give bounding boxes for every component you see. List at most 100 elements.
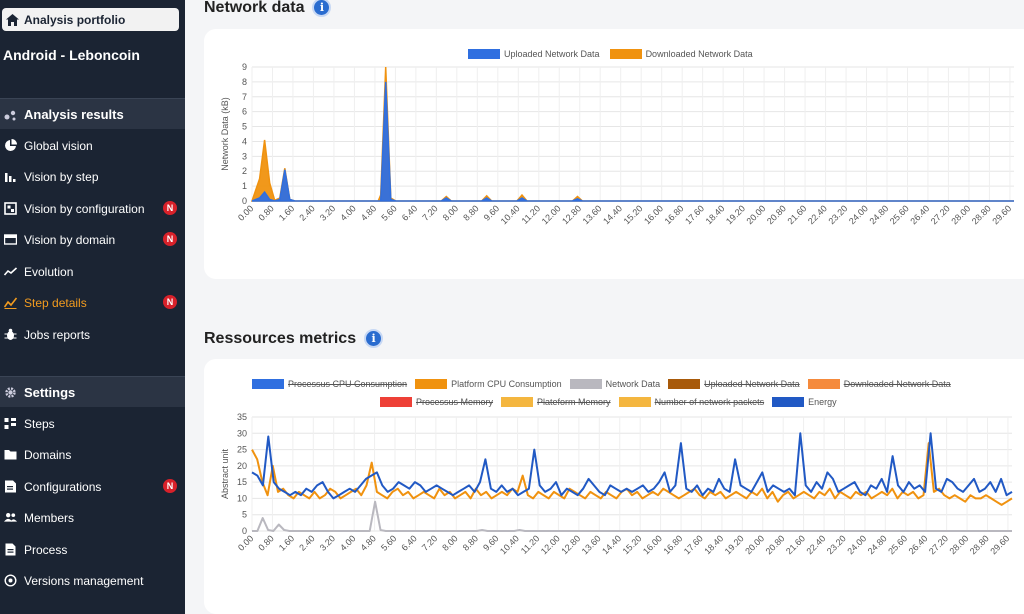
y-tick-label: 4 [242,136,247,146]
x-tick-label: 18.40 [702,533,725,556]
x-tick-label: 12.80 [560,203,583,226]
nav-domains[interactable]: Domains [0,439,185,470]
legend-label[interactable]: Processus CPU Consumption [288,379,408,389]
x-tick-label: 4.00 [338,533,357,552]
legend-label[interactable]: Number of network packets [654,397,765,407]
legend-swatch[interactable] [807,379,840,389]
x-tick-label: 13.60 [580,533,603,556]
members-icon [4,511,17,524]
legend-label[interactable]: Platform CPU Consumption [451,379,562,389]
legend-swatch[interactable] [772,397,805,407]
settings-title: Settings [24,384,76,400]
x-tick-label: 11.20 [519,533,542,556]
legend-label[interactable]: Energy [808,397,837,407]
portfolio-label: Analysis portfolio [24,12,126,27]
nav-evolution[interactable]: Evolution [0,256,185,287]
chart-legend: Uploaded Network Data Downloaded Network… [468,49,753,59]
legend-label[interactable]: Plateform Memory [537,397,611,407]
x-tick-label: 5.60 [379,533,398,552]
nav-label: Versions management [24,573,144,588]
nav-global-vision[interactable]: Global vision [0,130,185,161]
nav-vision-by-domain[interactable]: Vision by domain N [0,224,185,255]
legend-swatch[interactable] [668,379,701,389]
steps-icon [4,417,17,430]
y-tick-label: 1 [242,181,247,191]
x-tick-label: 0.80 [256,533,275,552]
network-data-heading: Network data i [204,0,332,17]
x-tick-label: 29.60 [990,203,1013,226]
x-tick-label: 8.80 [461,533,480,552]
legend-swatch[interactable] [569,379,602,389]
nav-label: Vision by configuration [24,201,145,216]
y-tick-label: 25 [237,445,247,455]
series-area-uploaded-network-data [251,81,1014,202]
domain-icon [4,233,17,246]
analysis-icon [4,110,16,120]
info-icon[interactable]: i [312,0,332,17]
versions-icon [4,574,17,587]
settings-heading: Settings [0,376,185,407]
analysis-results-title: Analysis results [24,106,124,122]
configurations-icon [4,480,17,493]
x-tick-label: 4.00 [338,203,357,222]
legend-swatch[interactable] [618,397,651,407]
x-tick-label: 10.40 [498,533,521,556]
legend-swatch[interactable] [415,379,448,389]
y-tick-label: 35 [237,412,247,422]
legend-swatch[interactable] [380,397,412,407]
new-badge: N [163,479,177,493]
analysis-portfolio-button[interactable]: Analysis portfolio [2,8,179,31]
y-tick-label: 0 [242,526,247,536]
network-data-chart: 0 1 2 3 4 5 6 7 8 9 0.00 0.80 1.60 2.40 3.20 4.00 4.80 5.… [220,62,1014,226]
nav-vision-by-configuration[interactable]: Vision by configuration N [0,193,185,224]
x-tick-label: 8.80 [461,203,480,222]
series-line-network-data [252,500,1012,532]
x-tick-label: 24.80 [866,533,889,556]
x-tick-label: 24.00 [847,203,870,226]
y-tick-label: 20 [237,461,247,471]
new-badge: N [163,295,177,309]
sidebar: Analysis portfolio Android - Leboncoin A… [0,0,185,614]
info-icon[interactable]: i [364,329,384,348]
x-tick-label: 23.20 [826,203,849,226]
legend-swatch[interactable] [609,49,642,59]
network-data-title: Network data [204,0,305,16]
legend-label[interactable]: Network Data [605,379,661,389]
x-tick-label: 26.40 [908,203,931,226]
y-tick-label: 7 [242,92,247,102]
y-axis-label: Abstract unit [220,448,230,499]
nav-jobs-reports[interactable]: Jobs reports [0,319,185,350]
legend-label[interactable]: Downloaded Network Data [843,379,951,389]
x-tick-label: 0.00 [236,533,255,552]
x-tick-label: 15.20 [621,533,644,556]
x-tick-label: 11.20 [520,203,543,226]
x-tick-label: 4.80 [359,203,378,222]
y-tick-label: 5 [242,510,247,520]
nav-label: Members [24,510,75,525]
folder-icon [4,448,17,461]
nav-configurations[interactable]: Configurations N [0,471,185,502]
trend-line-icon [4,265,17,278]
x-tick-label: 17.60 [682,533,705,556]
nav-members[interactable]: Members [0,502,185,533]
legend-label[interactable]: Uploaded Network Data [704,379,800,389]
chart-legend: Processus CPU Consumption Platform CPU Co… [252,379,951,389]
x-tick-label: 20.00 [743,533,766,556]
x-tick-label: 21.60 [785,203,808,226]
x-tick-label: 14.40 [600,533,623,556]
resources-metrics-title: Ressources metrics [204,329,357,347]
legend-swatch[interactable] [468,49,500,59]
legend-label[interactable]: Processus Memory [416,397,494,407]
nav-vision-by-step[interactable]: Vision by step [0,161,185,192]
nav-process[interactable]: Process [0,534,185,565]
nav-steps[interactable]: Steps [0,408,185,439]
legend-label[interactable]: Downloaded Network Data [645,49,753,59]
nav-versions-management[interactable]: Versions management [0,565,185,596]
legend-swatch[interactable] [252,379,284,389]
x-tick-label: 0.80 [256,203,275,222]
x-tick-label: 25.60 [888,203,911,226]
legend-swatch[interactable] [501,397,534,407]
nav-step-details[interactable]: Step details N [0,287,185,318]
series-line-energy [251,432,1013,500]
legend-label[interactable]: Uploaded Network Data [504,49,600,59]
